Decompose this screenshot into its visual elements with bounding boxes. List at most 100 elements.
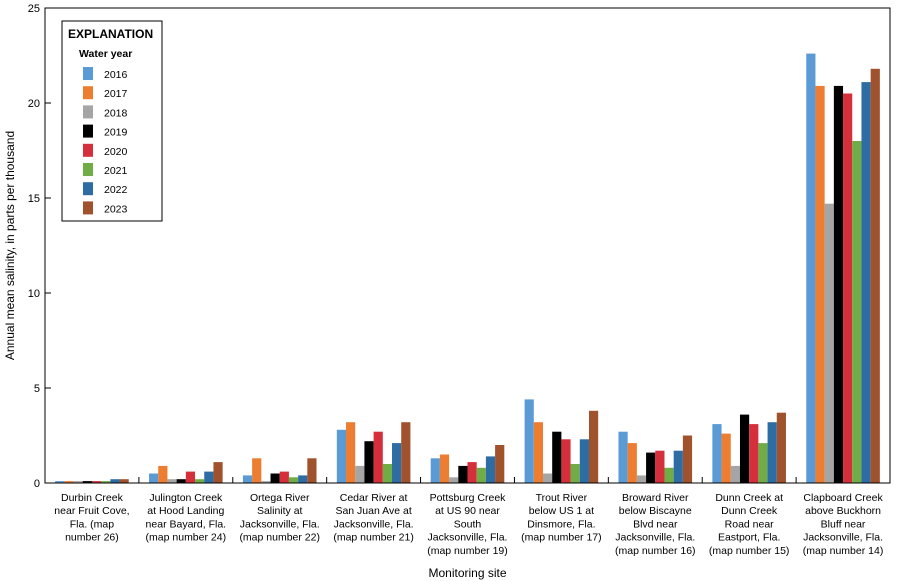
bar-2018-2 (167, 479, 177, 483)
legend-swatch-2019 (83, 124, 93, 138)
bar-2023-4 (401, 422, 411, 483)
bar-2020-5 (467, 462, 477, 483)
legend-swatch-2017 (83, 86, 93, 100)
bar-2017-8 (721, 433, 731, 483)
bar-2018-6 (542, 473, 553, 483)
legend-swatch-2021 (83, 163, 93, 176)
y-axis-title: Annual mean salinity, in parts per thous… (3, 131, 17, 360)
bar-2018-1 (73, 481, 83, 483)
category-label: Cedar River at San Juan Ave at Jacksonvill… (333, 492, 414, 544)
bar-2018-5 (449, 477, 459, 483)
plot-frame (44, 7, 891, 484)
legend-swatch-2018 (83, 105, 93, 119)
bar-2022-1 (110, 479, 120, 483)
bar-2020-3 (279, 471, 289, 483)
bar-2023-1 (119, 479, 129, 483)
bar-2023-3 (307, 458, 317, 483)
x-axis: Durbin Creek near Fruit Cove, Fla. (map num… (54, 477, 883, 557)
bar-2020-4 (373, 431, 383, 483)
bar-2021-4 (382, 464, 393, 483)
bar-2019-3 (270, 473, 280, 483)
bar-2018-7 (636, 475, 647, 483)
y-tick-label: 15 (28, 193, 40, 205)
bar-2021-3 (288, 477, 299, 483)
bar-2019-2 (176, 479, 186, 483)
bar-2023-9 (870, 68, 880, 484)
legend-title: EXPLANATION (68, 27, 153, 41)
bar-2016-5 (430, 458, 440, 483)
y-tick-label: 25 (28, 3, 40, 15)
legend-label-2020: 2020 (104, 146, 128, 158)
legend-label-2016: 2016 (104, 69, 128, 81)
bar-2022-4 (392, 443, 402, 483)
legend-swatch-2020 (83, 143, 93, 157)
category-label: Broward River below Biscayne Blvd near Jack… (615, 492, 696, 557)
category-label: Julington Creek at Hood Landing near Bayar… (146, 492, 227, 544)
bar-2017-4 (346, 422, 356, 483)
bar-2016-6 (524, 399, 534, 483)
bar-2021-8 (758, 443, 768, 483)
bar-2016-1 (55, 481, 65, 483)
bar-2017-6 (533, 422, 543, 483)
bar-2021-1 (101, 481, 111, 483)
bar-2021-6 (570, 464, 580, 483)
bar-2022-5 (485, 456, 496, 483)
bar-2019-9 (833, 85, 844, 484)
bar-2021-2 (195, 479, 205, 483)
bar-2019-4 (364, 441, 374, 483)
legend-label-2021: 2021 (104, 165, 128, 177)
bar-2020-2 (185, 471, 196, 483)
bar-2019-7 (646, 452, 656, 483)
bar-2020-7 (655, 450, 665, 483)
legend-label-2023: 2023 (104, 203, 128, 215)
bar-2019-6 (552, 431, 562, 483)
category-label: Pottsburg Creek at US 90 near South Jackson… (427, 492, 508, 557)
category-label: Durbin Creek near Fruit Cove, Fla. (map num… (54, 492, 129, 544)
bar-2022-3 (298, 475, 308, 483)
legend-box (61, 20, 163, 222)
category-label: Clapboard Creek above Buckhorn Bluff near J… (803, 492, 884, 557)
legend-items: 2016 2017 2018 2019 2020 2021 2022 2023 (83, 67, 128, 215)
bar-2016-8 (712, 424, 722, 483)
bar-2023-5 (495, 445, 505, 483)
legend-label-2018: 2018 (104, 107, 128, 119)
bar-2022-9 (861, 82, 871, 483)
bar-2017-7 (627, 443, 637, 483)
y-tick-label: 20 (28, 98, 40, 110)
bar-2021-9 (852, 141, 862, 483)
bar-2020-9 (843, 93, 853, 483)
legend-swatch-2022 (83, 182, 93, 196)
legend-subtitle: Water year (79, 48, 132, 60)
bar-2022-2 (204, 471, 214, 483)
bar-2021-7 (664, 467, 674, 483)
x-axis-title: Monitoring site (428, 566, 506, 580)
bar-2018-8 (730, 465, 740, 483)
bar-2020-8 (749, 424, 759, 483)
bar-2017-2 (158, 465, 168, 483)
bar-2023-2 (213, 462, 223, 483)
bar-2019-8 (739, 414, 750, 483)
bar-2023-6 (588, 410, 599, 483)
bar-2020-1 (91, 481, 102, 483)
bar-2023-8 (776, 412, 786, 483)
y-tick-label: 0 (34, 478, 40, 490)
bar-2023-7 (682, 435, 693, 483)
bar-2017-1 (64, 481, 74, 483)
bar-2016-7 (618, 431, 628, 483)
bar-2016-3 (242, 475, 253, 483)
bar-2018-4 (355, 465, 365, 483)
category-label: Trout River below US 1 at Dinsmore, Fla. (m… (521, 492, 602, 544)
bars-layer (55, 53, 880, 484)
bar-2018-3 (261, 481, 271, 483)
bar-2017-9 (815, 85, 825, 484)
category-label: Ortega River Salinity at Jacksonville, Fla… (239, 492, 320, 544)
bar-2017-3 (252, 458, 262, 483)
bar-2018-9 (824, 203, 834, 483)
bar-2016-9 (806, 53, 816, 483)
bar-2016-2 (149, 473, 159, 483)
legend-swatch-2023 (83, 201, 93, 215)
legend-swatch-2016 (83, 67, 93, 80)
legend: EXPLANATION Water year 20162017201820192… (61, 20, 163, 222)
bar-2021-5 (476, 467, 486, 483)
